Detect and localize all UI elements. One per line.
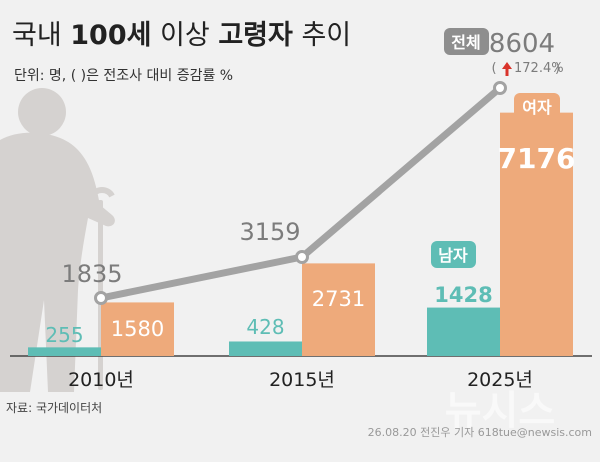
watermark-logo: 뉴시스 [445, 388, 555, 434]
category-label-1: 2010년 [68, 369, 134, 391]
label-total-3: 8604 [489, 29, 555, 59]
bar-female-1 [101, 302, 174, 356]
category-label-3: 2025년 [467, 369, 533, 391]
badge-total-bg [444, 28, 489, 55]
total-point-2 [295, 250, 309, 264]
badge-female-bg [514, 93, 560, 120]
change-value: 172.4% [514, 61, 564, 76]
badge-male-bg [431, 241, 476, 268]
bar-female-2 [302, 263, 375, 356]
label-female-2: 2731 [312, 287, 365, 311]
title-bold2: 고령자 [218, 20, 293, 51]
label-female-1: 1580 [111, 317, 164, 341]
label-total-2: 3159 [239, 218, 300, 246]
change-paren-close: ) [555, 61, 560, 76]
total-point-3 [493, 81, 507, 95]
category-label-2: 2015년 [269, 369, 335, 391]
label-male-3: 1428 [434, 283, 492, 307]
subtitle: 단위: 명, ( )은 전조사 대비 증감률 % [14, 68, 233, 84]
title-prefix: 국내 [12, 20, 70, 51]
label-male-1: 255 [45, 323, 83, 347]
bar-female-3 [500, 112, 573, 356]
label-total-1: 1835 [61, 260, 122, 288]
change-paren-open: ( [491, 61, 496, 76]
title-suffix: 추이 [293, 20, 351, 51]
source-note: 자료: 국가데이터처 [6, 401, 102, 415]
badge-total-label: 전체 [451, 33, 480, 52]
badge-female-label: 여자 [522, 98, 552, 117]
up-arrow-icon [502, 62, 512, 76]
credit-line: 26.08.20 전진우 기자 618tue@newsis.com [368, 426, 592, 439]
bar-male-2 [229, 341, 302, 356]
label-male-2: 428 [246, 315, 284, 339]
bar-male-3 [427, 307, 500, 356]
total-point-1 [94, 291, 108, 305]
page-title: 국내 100세 이상 고령자 추이 [12, 20, 351, 51]
label-female-3: 7176 [498, 142, 576, 175]
title-bold: 100세 [70, 20, 151, 51]
title-middle: 이상 [151, 20, 218, 51]
badge-male-label: 남자 [438, 246, 468, 265]
bar-male-1 [28, 347, 101, 356]
